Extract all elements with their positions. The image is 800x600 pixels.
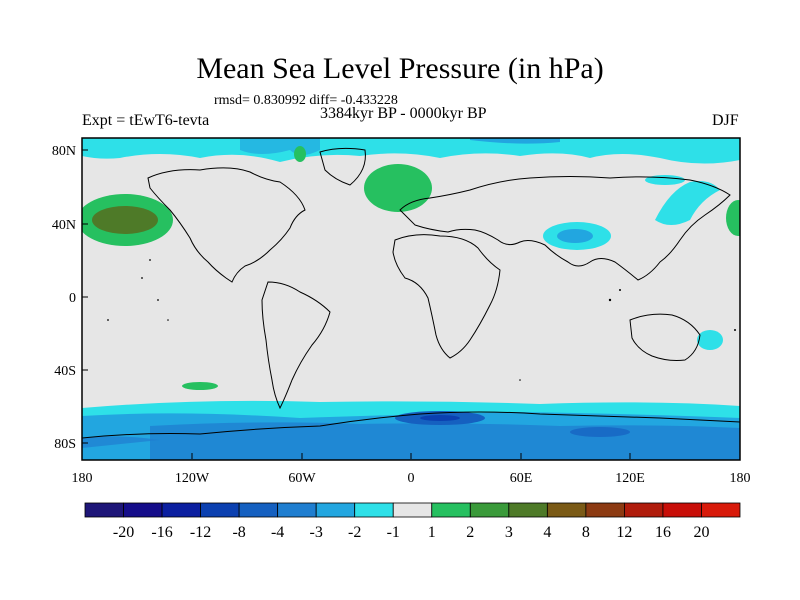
y-tick-80n: 80N: [52, 144, 76, 159]
experiment-label: Expt = tEwT6-tevta: [82, 112, 210, 129]
map-title: Mean Sea Level Pressure (in hPa): [196, 52, 604, 85]
colorbar-label: 2: [466, 524, 474, 541]
x-axis-labels: 180 120W 60W 0 60E 120E 180: [72, 471, 751, 486]
x-tick-120e: 120E: [615, 471, 645, 486]
map-frame: [81, 137, 741, 461]
colorbar-swatch: [84, 502, 124, 518]
colorbar-swatch: [662, 502, 702, 518]
colorbar-swatch: [123, 502, 163, 518]
colorbar-swatch: [238, 502, 279, 518]
colorbar-label: 4: [543, 524, 551, 541]
colorbar-label: -4: [271, 524, 284, 541]
y-tick-40s: 40S: [54, 364, 76, 379]
x-tick-120w: 120W: [175, 471, 210, 486]
colorbar-label: 20: [693, 524, 709, 541]
x-tick-180e: 180: [730, 471, 751, 486]
x-tick-180w: 180: [72, 471, 93, 486]
tick-marks: [82, 149, 740, 459]
x-tick-60e: 60E: [510, 471, 533, 486]
colorbar-swatch: [508, 502, 548, 518]
colorbar-swatch: [392, 502, 433, 518]
southern-ocean-anomaly: [82, 400, 740, 460]
colorbar-swatch: [585, 502, 625, 518]
negative-anomalies: [543, 175, 723, 350]
colorbar-label: 1: [428, 524, 436, 541]
colorbar-label: -16: [151, 524, 172, 541]
islands: [107, 259, 736, 381]
season-label: DJF: [712, 112, 739, 129]
colorbar-swatch: [431, 502, 471, 518]
colorbar-label: 16: [655, 524, 671, 541]
colorbar-swatch: [200, 502, 240, 518]
colorbar-label: -20: [113, 524, 134, 541]
arctic-anomaly: [82, 138, 740, 164]
y-tick-0: 0: [69, 291, 76, 306]
colorbar-swatch: [161, 502, 201, 518]
colorbar-label: -8: [232, 524, 245, 541]
x-tick-0: 0: [408, 471, 415, 486]
colorbar-label: -12: [190, 524, 211, 541]
period-label: 3384kyr BP - 0000kyr BP: [320, 105, 487, 122]
positive-anomalies: [82, 164, 740, 390]
colorbar-label: 12: [616, 524, 632, 541]
colorbar-swatch: [354, 502, 394, 518]
colorbar-label: 8: [582, 524, 590, 541]
y-tick-40n: 40N: [52, 218, 76, 233]
colorbar-label: 3: [505, 524, 513, 541]
map-area: [82, 138, 740, 460]
y-axis-labels: 80N 40N 0 40S 80S: [52, 144, 76, 452]
colorbar-label: -3: [310, 524, 323, 541]
y-tick-80s: 80S: [54, 437, 76, 452]
stats-label: rmsd= 0.830992 diff= -0.433228: [214, 93, 398, 108]
colorbar-swatch: [701, 502, 741, 518]
colorbar-swatch: [277, 502, 317, 518]
colorbar: -20 -16 -12 -8 -4 -3 -2 -1 1 2 3 4 8 12 16 20: [84, 502, 741, 541]
colorbar-label: -2: [348, 524, 361, 541]
coastlines: [82, 147, 740, 439]
colorbar-swatch: [546, 502, 587, 518]
colorbar-swatch: [469, 502, 510, 518]
colorbar-label: -1: [387, 524, 400, 541]
colorbar-swatch: [624, 502, 664, 518]
x-tick-60w: 60W: [288, 471, 316, 486]
colorbar-swatch: [315, 502, 356, 518]
